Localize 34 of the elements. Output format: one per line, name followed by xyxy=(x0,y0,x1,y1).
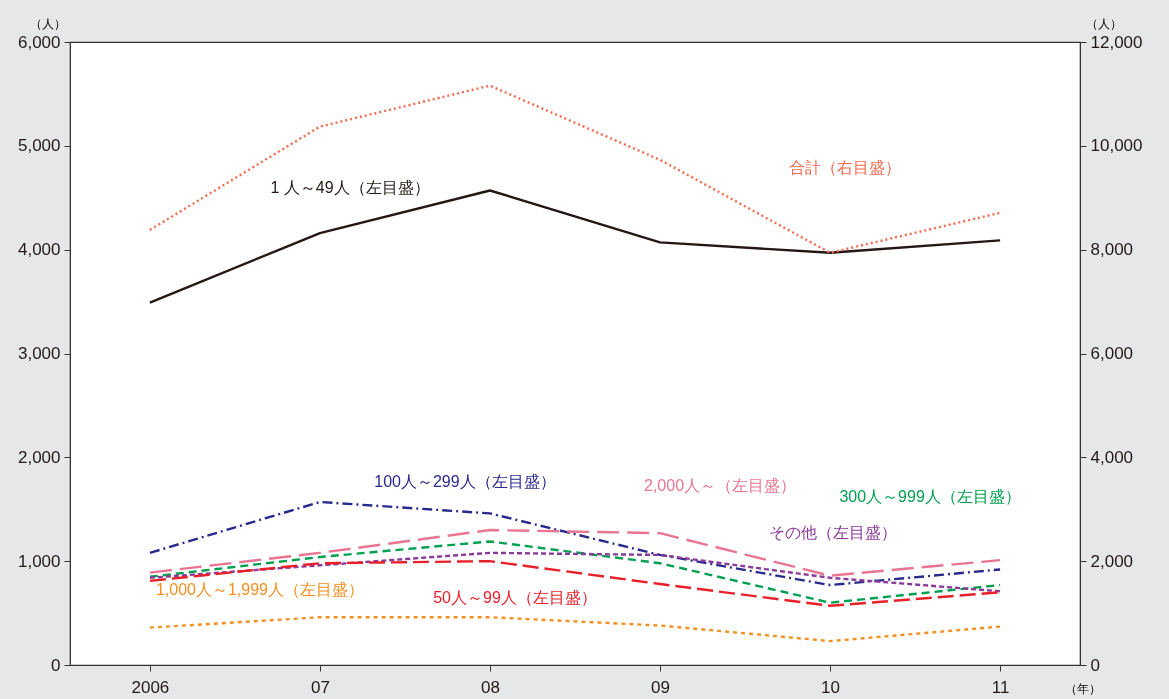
series-label: その他（左目盛） xyxy=(769,523,898,541)
y-tick-label: 4,000 xyxy=(17,240,61,260)
y-tick-label: 6,000 xyxy=(17,32,61,52)
series-label: 1,000人～1,999人（左目盛） xyxy=(155,581,364,599)
text: 2,000人～（左目盛） xyxy=(643,477,797,495)
text: 合計（右目盛） xyxy=(789,158,902,176)
x-tick-label: 08 xyxy=(481,677,500,697)
x-tick-label: 09 xyxy=(651,677,670,697)
x-tick-label: 10 xyxy=(821,677,841,697)
y2-tick-label: 10,000 xyxy=(1090,136,1143,156)
series-label: 100人～299人（左目盛） xyxy=(374,472,556,490)
text: 300人～999人（左目盛） xyxy=(839,488,1021,506)
x-axis-title: （年） xyxy=(1064,681,1101,696)
series-label: 50人～99人（左目盛） xyxy=(433,589,597,607)
line-series xyxy=(148,540,1002,604)
line-series xyxy=(148,616,1002,643)
y-tick-label: 2,000 xyxy=(17,447,61,467)
y2-tick-label: 4,000 xyxy=(1090,447,1134,467)
y2-tick-label: 8,000 xyxy=(1090,240,1134,260)
y-tick-label: 0 xyxy=(51,655,61,675)
y2-axis-title: （人） xyxy=(1085,16,1122,31)
y2-tick-label: 6,000 xyxy=(1090,344,1134,363)
x-tick-label: 11 xyxy=(991,677,1010,697)
x-tick-label: 07 xyxy=(310,677,330,697)
series-label: 1 人～49人（左目盛） xyxy=(270,179,430,197)
x-tick-label: 2006 xyxy=(131,677,170,697)
y-tick-label: 3,000 xyxy=(17,344,61,363)
y2-tick-label: 12,000 xyxy=(1090,32,1143,52)
y-tick-label: 5,000 xyxy=(17,136,61,156)
y2-tick-label: 0 xyxy=(1090,655,1100,675)
y-tick-label: 1,000 xyxy=(17,551,61,571)
line-series xyxy=(148,84,1002,254)
y2-tick-label: 2,000 xyxy=(1090,551,1134,571)
y-axis-title: （人） xyxy=(29,16,66,31)
